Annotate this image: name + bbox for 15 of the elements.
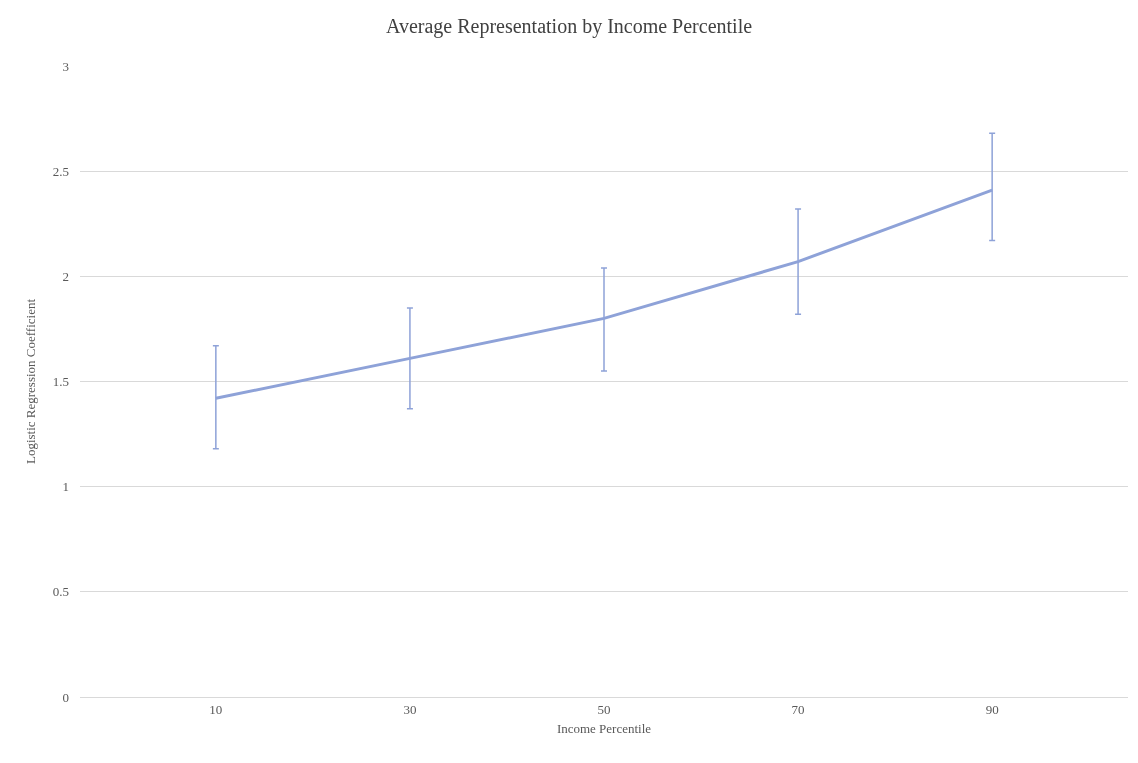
y-tick-label: 1 bbox=[62, 479, 69, 495]
y-tick-label: 0 bbox=[62, 689, 69, 705]
x-tick-label: 30 bbox=[403, 701, 417, 717]
y-axis-title: Logistic Regression Coefficient bbox=[22, 298, 38, 465]
x-tick-label: 50 bbox=[597, 701, 611, 717]
y-tick-label: 2 bbox=[62, 268, 69, 284]
y-tick-label: 2.5 bbox=[52, 163, 69, 179]
x-tick-label: 70 bbox=[791, 701, 805, 717]
x-tick-label: 90 bbox=[985, 701, 999, 717]
x-tick-label: 10 bbox=[209, 701, 223, 717]
y-tick-label: 0.5 bbox=[52, 584, 69, 600]
y-tick-label: 3 bbox=[62, 58, 69, 74]
x-axis-title: Income Percentile bbox=[556, 721, 652, 737]
y-tick-label: 1.5 bbox=[52, 374, 69, 390]
chart-title: Average Representation by Income Percentile bbox=[385, 15, 753, 39]
